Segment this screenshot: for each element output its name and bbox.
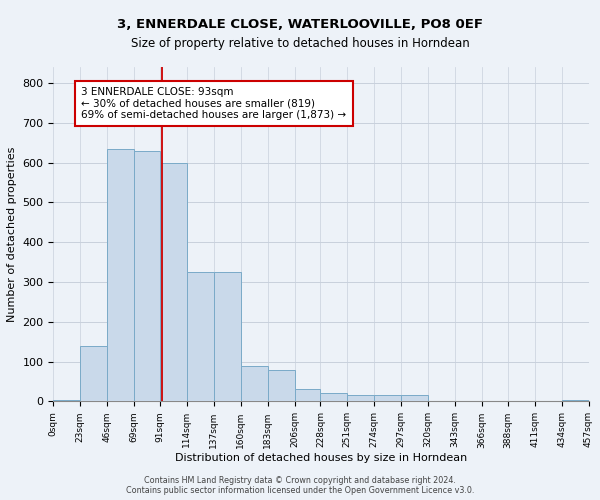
Bar (107, 148, 134, 402)
Bar (134, 150, 160, 402)
Bar (214, 272, 241, 402)
Text: Size of property relative to detached houses in Horndean: Size of property relative to detached ho… (131, 38, 469, 51)
Bar (295, 390, 320, 402)
Bar (241, 366, 268, 402)
X-axis label: Distribution of detached houses by size in Horndean: Distribution of detached houses by size … (175, 453, 467, 463)
Bar (187, 272, 214, 402)
Bar (320, 394, 347, 402)
Y-axis label: Number of detached properties: Number of detached properties (7, 146, 17, 322)
Bar (374, 396, 401, 402)
Bar (401, 396, 428, 402)
Bar (53, 400, 80, 402)
Bar (562, 400, 589, 402)
Text: Contains HM Land Registry data © Crown copyright and database right 2024.
Contai: Contains HM Land Registry data © Crown c… (126, 476, 474, 495)
Bar (80, 346, 107, 402)
Text: 3 ENNERDALE CLOSE: 93sqm
← 30% of detached houses are smaller (819)
69% of semi-: 3 ENNERDALE CLOSE: 93sqm ← 30% of detach… (82, 87, 347, 120)
Bar (160, 162, 187, 402)
Bar (268, 370, 295, 402)
Bar (347, 396, 374, 402)
Text: 3, ENNERDALE CLOSE, WATERLOOVILLE, PO8 0EF: 3, ENNERDALE CLOSE, WATERLOOVILLE, PO8 0… (117, 18, 483, 30)
